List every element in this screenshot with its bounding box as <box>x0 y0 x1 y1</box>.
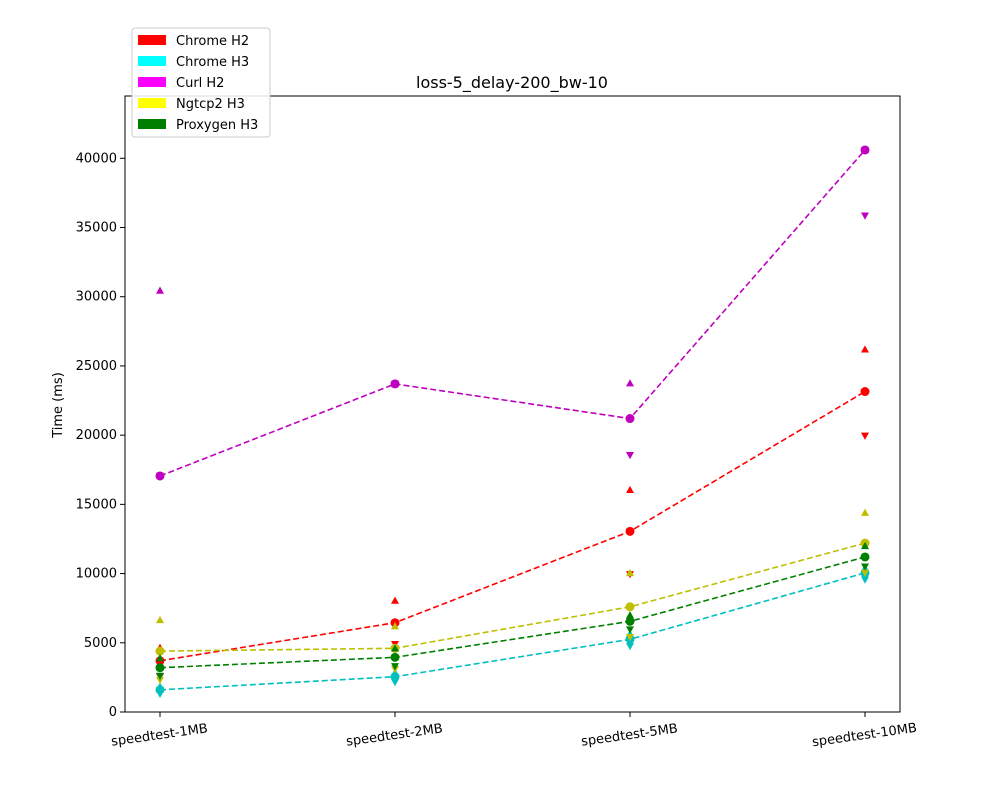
legend: Chrome H2 Chrome H3 Curl H2 Ngtcp2 H3 Proxyg… <box>131 27 271 138</box>
y-tick-label: 15000 <box>76 497 117 512</box>
max-marker <box>626 485 634 494</box>
mean-point <box>625 526 635 536</box>
legend-swatch <box>138 56 166 66</box>
min-marker <box>391 679 399 687</box>
min-marker <box>626 643 634 651</box>
series-line <box>159 390 866 662</box>
series-chrome-h2 <box>155 345 870 681</box>
mean-point <box>390 652 400 662</box>
max-marker <box>391 596 399 604</box>
legend-label: Ngtcp2 H3 <box>176 97 245 112</box>
min-marker <box>861 563 869 571</box>
max-marker <box>156 286 164 294</box>
legend-label: Chrome H3 <box>176 55 249 70</box>
mean-point <box>155 646 165 656</box>
mean-point <box>625 414 635 424</box>
min-marker <box>861 569 869 577</box>
mean-point <box>155 471 165 481</box>
mean-point <box>155 685 165 695</box>
min-marker <box>626 452 634 460</box>
series-line <box>159 556 866 669</box>
x-tick-label: speedtest-2MB <box>345 721 443 749</box>
x-tick-label: speedtest-1MB <box>110 721 208 749</box>
min-marker <box>861 212 869 220</box>
plot-frame <box>124 95 901 713</box>
y-tick-label: 0 <box>109 705 117 720</box>
max-marker <box>391 644 399 652</box>
x-tick-label: speedtest-10MB <box>811 721 918 751</box>
mean-point <box>860 145 870 155</box>
y-tick-label: 35000 <box>76 221 117 236</box>
series-line <box>159 542 866 652</box>
legend-label: Curl H2 <box>176 76 224 91</box>
legend-swatch <box>138 98 166 108</box>
min-marker <box>861 432 869 440</box>
mean-point <box>860 387 870 397</box>
legend-swatch <box>138 35 166 45</box>
series-line <box>159 572 866 691</box>
y-tick-label: 10000 <box>76 567 117 582</box>
y-tick-label: 20000 <box>76 428 117 443</box>
y-tick-label: 5000 <box>84 636 117 651</box>
mean-point <box>625 616 635 626</box>
min-marker <box>626 634 634 642</box>
min-marker <box>156 672 164 681</box>
min-marker <box>156 676 164 685</box>
max-marker <box>626 568 634 577</box>
mean-point <box>155 663 165 673</box>
mean-point <box>390 379 400 389</box>
max-marker <box>861 541 869 550</box>
max-marker <box>626 379 634 387</box>
max-marker <box>861 345 869 353</box>
mean-point <box>860 552 870 562</box>
legend-swatch <box>138 77 166 87</box>
legend-label: Chrome H2 <box>176 34 249 49</box>
y-axis-title: Time (ms) <box>51 372 66 439</box>
chart-title: loss-5_delay-200_bw-10 <box>416 73 608 93</box>
y-tick-label: 30000 <box>76 290 117 305</box>
max-marker <box>156 654 164 662</box>
min-marker <box>391 663 399 671</box>
min-marker <box>626 626 634 634</box>
mean-point <box>390 672 400 682</box>
max-marker <box>391 622 399 630</box>
series-line <box>159 149 866 477</box>
series-chrome-h3 <box>155 564 870 699</box>
y-tick-label: 40000 <box>76 151 117 166</box>
legend-label: Proxygen H3 <box>176 118 258 133</box>
x-tick-label: speedtest-5MB <box>580 721 678 749</box>
max-marker <box>156 615 164 624</box>
plot-area <box>155 145 870 699</box>
series-curl-h2 <box>155 145 870 481</box>
min-marker <box>861 576 869 584</box>
max-marker <box>626 611 634 619</box>
legend-box <box>131 27 271 138</box>
legend-swatch <box>138 119 166 129</box>
series-proxygen-h3 <box>155 541 870 681</box>
max-marker <box>861 508 869 516</box>
mean-point <box>625 602 635 612</box>
y-tick-label: 25000 <box>76 359 117 374</box>
